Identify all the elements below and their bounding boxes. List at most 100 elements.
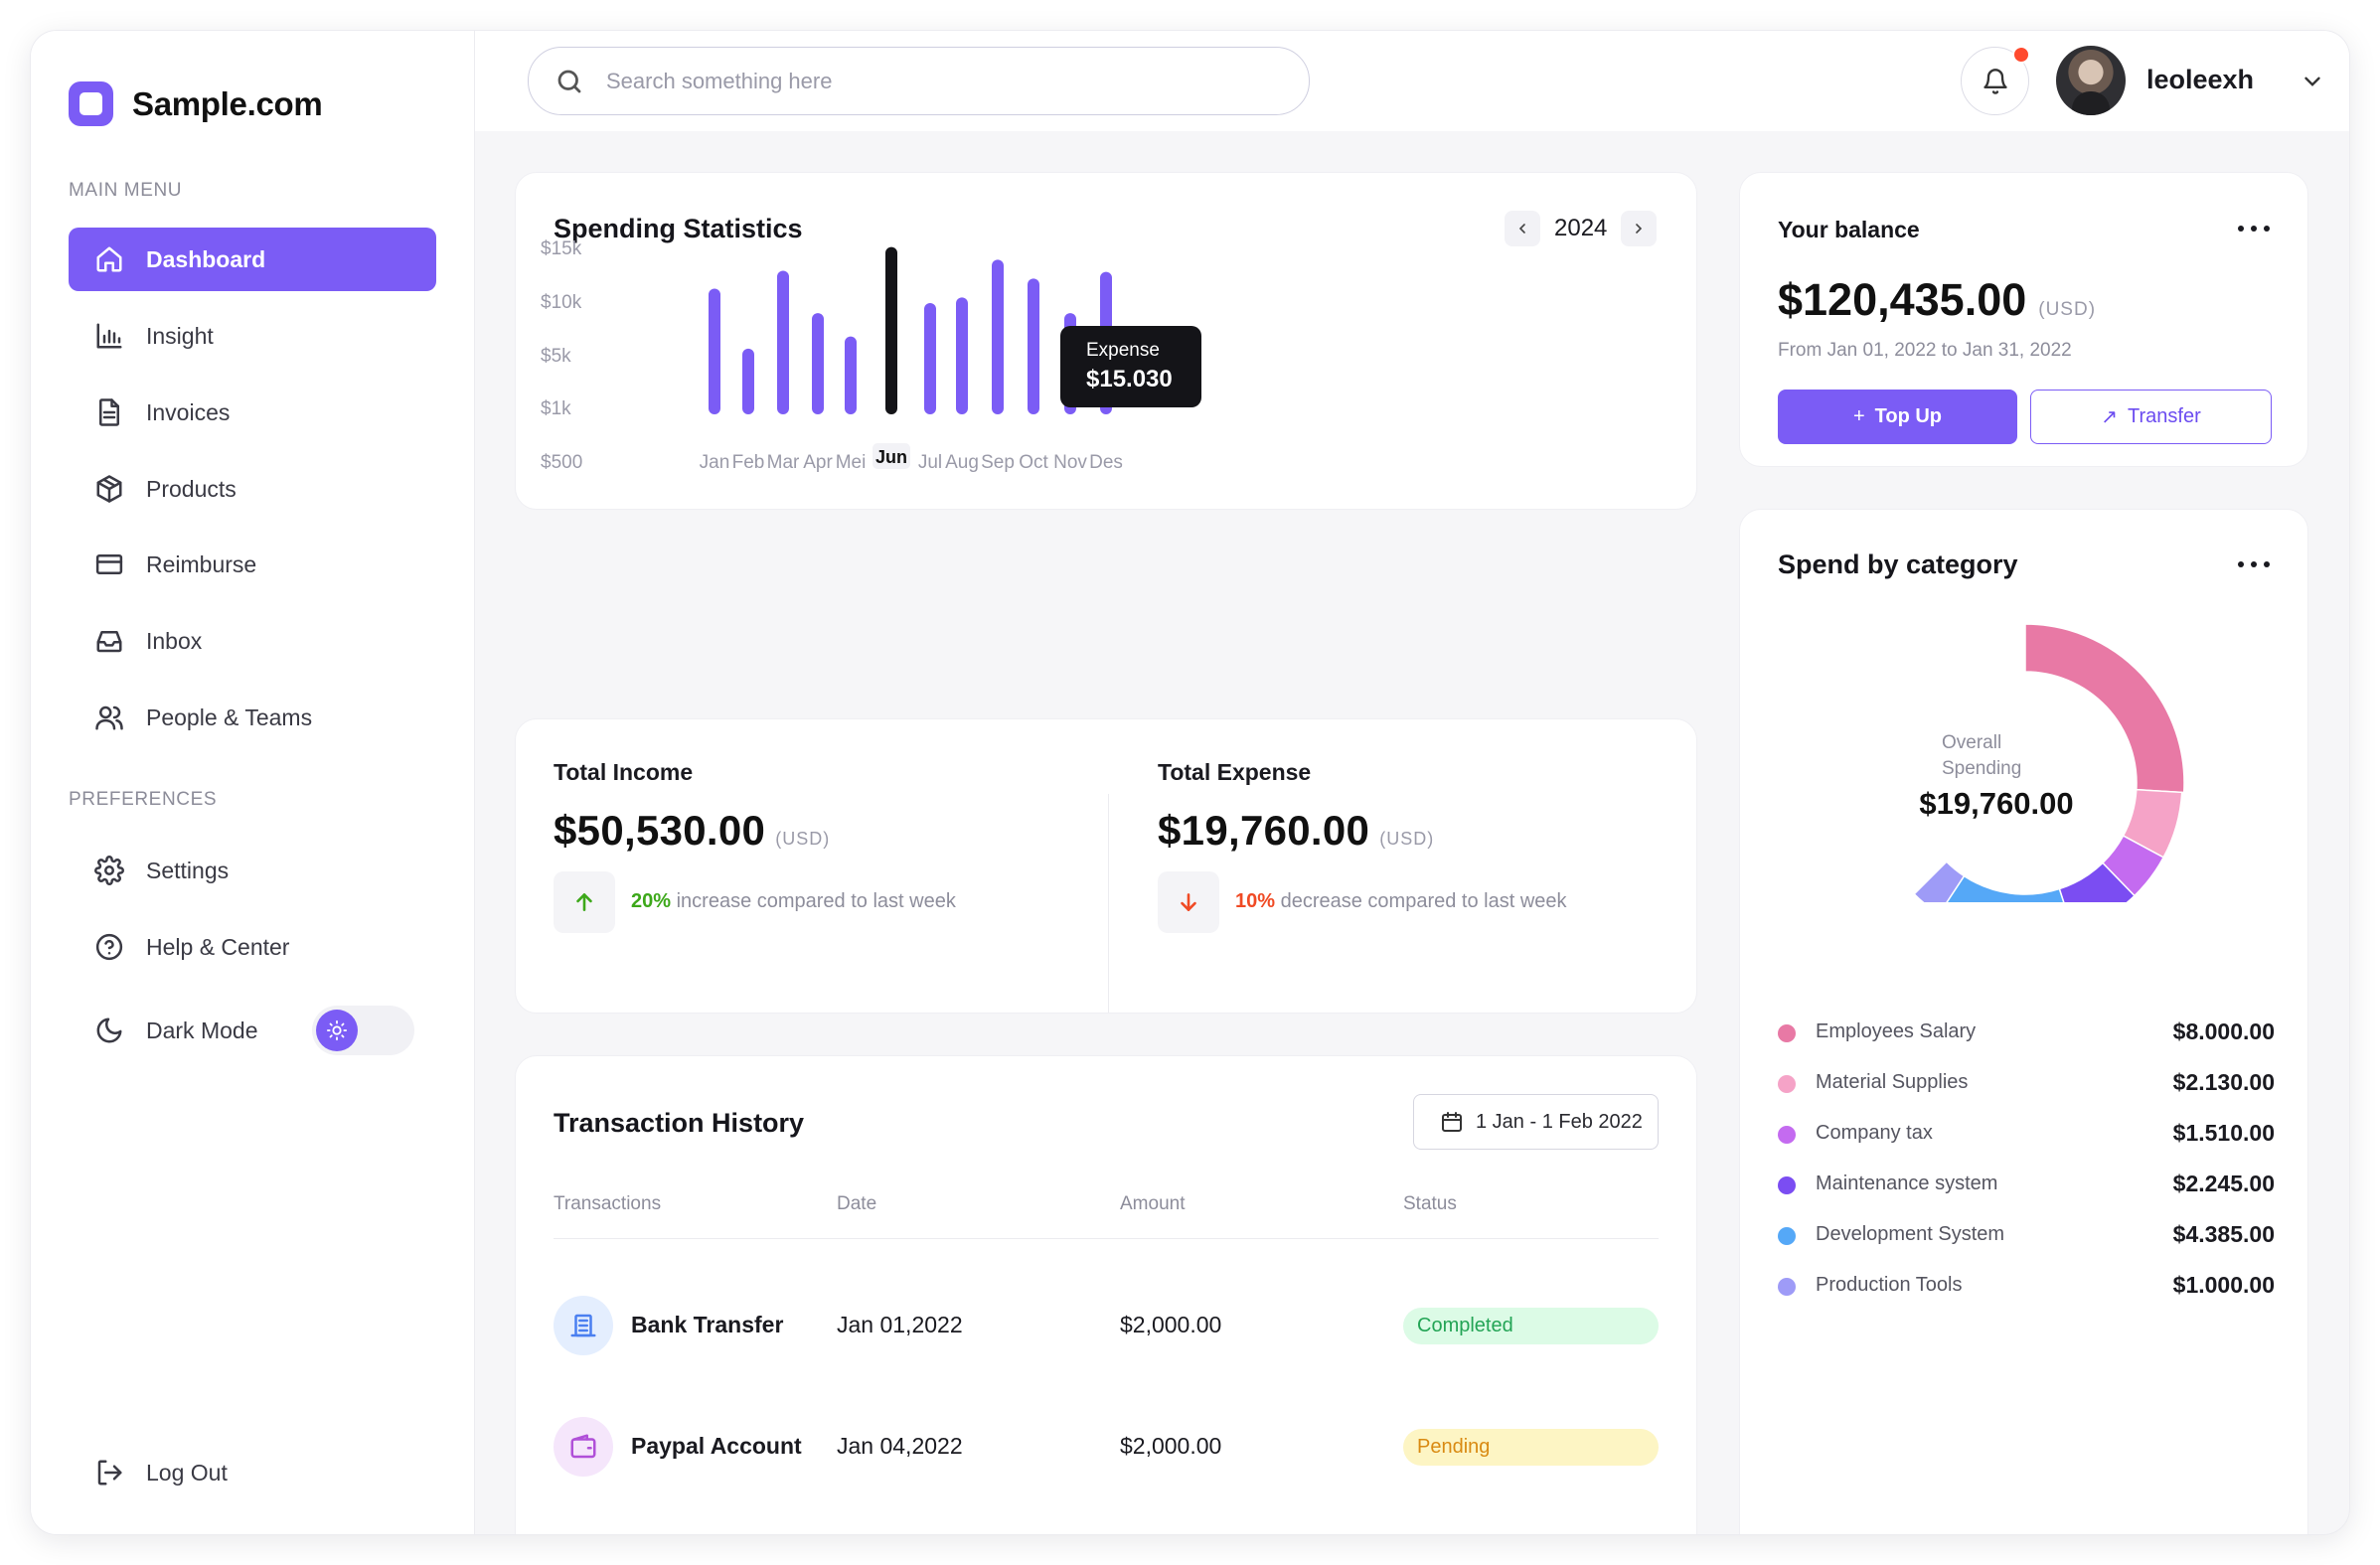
- tooltip-label: Expense: [1086, 340, 1160, 361]
- x-tick-highlight: [873, 443, 910, 469]
- legend-name: Production Tools: [1816, 1274, 1963, 1296]
- transfer-button[interactable]: ↗ Transfer: [2030, 390, 2272, 444]
- transaction-date: Jan 01,2022: [837, 1312, 963, 1337]
- arrow-up-icon: [554, 871, 615, 933]
- preferences-label: PREFERENCES: [69, 789, 218, 810]
- bar-oct[interactable]: [1028, 278, 1039, 414]
- bar-aug[interactable]: [956, 297, 968, 414]
- year-label: 2024: [1554, 215, 1608, 241]
- sidebar-item-label: Help & Center: [146, 933, 290, 960]
- bar-apr[interactable]: [812, 313, 824, 414]
- legend-value: $2.245.00: [2172, 1171, 2275, 1196]
- expense-change: 10%: [1235, 890, 1276, 912]
- bar-jun[interactable]: [885, 246, 897, 414]
- logo[interactable]: Sample.com: [69, 81, 323, 126]
- tooltip-value: $15.030: [1086, 366, 1173, 392]
- table-row[interactable]: Paypal Account Jan 04,2022 $2,000.00 Pen…: [516, 1407, 1698, 1487]
- gear-icon: [94, 856, 124, 885]
- spending-statistics-card: Spending Statistics 2024 $15k $10k $5k $1k $…: [515, 172, 1697, 510]
- expense-label: Total Expense: [1158, 759, 1312, 785]
- y-tick-label: $10k: [541, 292, 582, 313]
- legend-value: $4.385.00: [2172, 1221, 2275, 1247]
- more-icon[interactable]: [2238, 223, 2270, 235]
- sidebar-item-invoices[interactable]: Invoices: [69, 381, 436, 444]
- legend-item: Material Supplies $2.130.00: [1778, 1069, 2275, 1099]
- sidebar-item-label: Settings: [146, 857, 230, 883]
- more-icon[interactable]: [2238, 558, 2270, 570]
- sidebar-item-settings[interactable]: Settings: [69, 839, 436, 902]
- legend-dot: [1778, 1024, 1796, 1042]
- category-donut-chart: [1913, 623, 2185, 902]
- transaction-amount: $2,000.00: [1120, 1433, 1222, 1459]
- legend-item: Employees Salary $8.000.00: [1778, 1018, 2275, 1048]
- legend-name: Company tax: [1816, 1122, 1933, 1144]
- wallet-icon: [554, 1417, 613, 1477]
- sidebar-item-dark-mode: Dark Mode: [69, 999, 297, 1062]
- sidebar-item-label: Dashboard: [146, 245, 266, 272]
- balance-currency: (USD): [2038, 299, 2097, 320]
- sidebar-item-label: People & Teams: [146, 704, 313, 730]
- bar-mar[interactable]: [777, 270, 789, 414]
- dark-mode-toggle[interactable]: [312, 1006, 414, 1055]
- help-circle-icon: [94, 932, 124, 962]
- income-label: Total Income: [554, 759, 694, 785]
- table-row[interactable]: Bank Transfer Jan 01,2022 $2,000.00 Comp…: [516, 1286, 1698, 1365]
- search-input[interactable]: [606, 68, 1252, 94]
- legend-name: Employees Salary: [1816, 1020, 1977, 1042]
- bar-jul[interactable]: [924, 303, 936, 414]
- chevron-down-icon[interactable]: [2300, 69, 2325, 94]
- divider: [1108, 794, 1109, 1013]
- x-tick-label: Oct: [1019, 452, 1048, 473]
- sidebar-item-reimburse[interactable]: Reimburse: [69, 533, 436, 596]
- x-tick-label: Nov: [1053, 452, 1087, 473]
- column-header-amount: Amount: [1120, 1193, 1186, 1214]
- balance-amount: $120,435.00: [1778, 274, 2027, 325]
- legend-value: $1.000.00: [2172, 1272, 2275, 1298]
- income-currency: (USD): [775, 829, 831, 849]
- overall-spending-value: $19,760.00: [1919, 786, 2074, 821]
- bar-jan[interactable]: [709, 288, 720, 414]
- notification-button[interactable]: [1961, 46, 2030, 115]
- donut-slice[interactable]: [1913, 861, 1966, 902]
- sidebar-item-dashboard[interactable]: Dashboard: [69, 228, 436, 291]
- users-icon: [94, 703, 124, 732]
- y-tick-label: $5k: [541, 346, 571, 367]
- bar-mei[interactable]: [845, 336, 857, 414]
- legend-item: Production Tools $1.000.00: [1778, 1272, 2275, 1302]
- donut-slice[interactable]: [2058, 861, 2136, 902]
- legend-value: $8.000.00: [2172, 1018, 2275, 1044]
- sidebar-item-help-center[interactable]: Help & Center: [69, 915, 436, 979]
- transaction-title: Transaction History: [554, 1108, 805, 1138]
- sidebar-item-products[interactable]: Products: [69, 457, 436, 521]
- avatar[interactable]: [2056, 46, 2126, 115]
- legend-item: Maintenance system $2.245.00: [1778, 1171, 2275, 1200]
- balance-card: Your balance $120,435.00 (USD) From Jan 0…: [1739, 172, 2308, 467]
- x-tick-label: Jul: [918, 452, 942, 473]
- sidebar-item-insight[interactable]: Insight: [69, 304, 436, 368]
- legend-dot: [1778, 1075, 1796, 1093]
- chevron-right-icon[interactable]: [1621, 211, 1658, 246]
- legend-value: $1.510.00: [2172, 1120, 2275, 1146]
- notification-badge: [2012, 46, 2030, 64]
- username[interactable]: leoleexh: [2146, 65, 2255, 94]
- legend-dot: [1778, 1227, 1796, 1245]
- donut-slice[interactable]: [1939, 874, 2073, 902]
- bar-feb[interactable]: [742, 348, 754, 414]
- logout-button[interactable]: Log Out: [69, 1441, 436, 1504]
- legend-item: Company tax $1.510.00: [1778, 1120, 2275, 1150]
- logo-icon: [69, 81, 113, 126]
- spend-by-category-card: Spend by category Overall Spending $19,7…: [1739, 509, 2308, 1534]
- moon-icon: [94, 1016, 124, 1045]
- sidebar-item-people-teams[interactable]: People & Teams: [69, 686, 436, 749]
- x-tick-label: Feb: [732, 452, 765, 473]
- income-change: 20%: [631, 890, 672, 912]
- sidebar-item-inbox[interactable]: Inbox: [69, 609, 436, 673]
- income-trend: 20% increase compared to last week: [631, 890, 956, 913]
- search-bar[interactable]: [528, 47, 1310, 115]
- top-up-button[interactable]: + Top Up: [1778, 390, 2017, 444]
- box-icon: [94, 474, 124, 504]
- date-range-picker[interactable]: 1 Jan - 1 Feb 2022: [1413, 1094, 1659, 1150]
- chevron-left-icon[interactable]: [1505, 211, 1540, 246]
- donut-slice[interactable]: [2024, 623, 2185, 794]
- bar-sep[interactable]: [992, 259, 1004, 414]
